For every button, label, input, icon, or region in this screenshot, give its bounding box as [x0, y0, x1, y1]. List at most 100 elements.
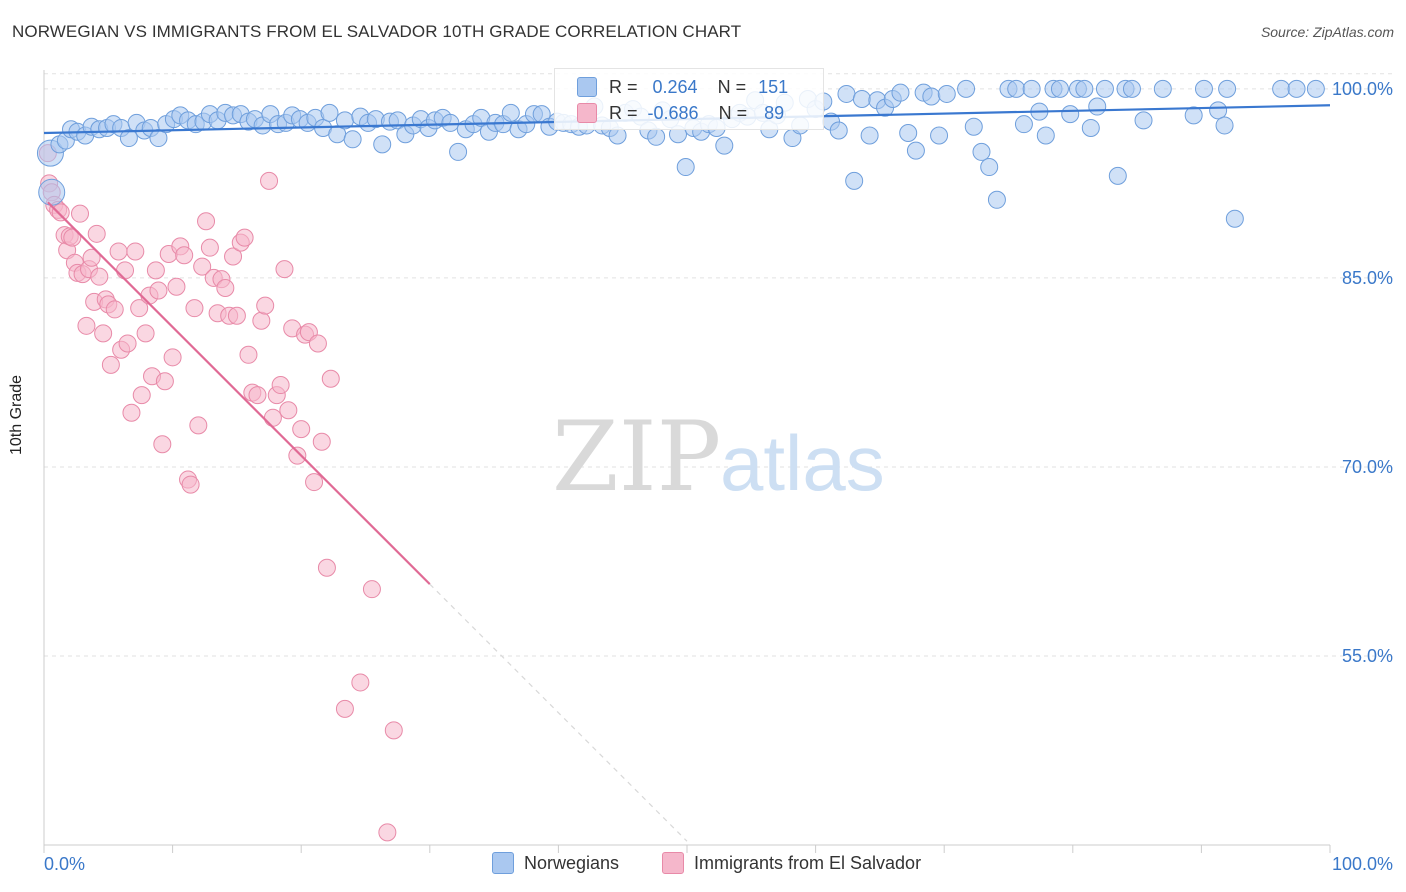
bottom-legend-el-salvador: Immigrants from El Salvador — [662, 852, 921, 874]
norwegian-point — [1218, 79, 1237, 98]
watermark-zip: ZIP — [552, 401, 721, 513]
norwegian-point — [980, 158, 999, 177]
el-salvador-point — [146, 261, 165, 280]
norwegian-point — [957, 79, 976, 98]
legend-n-value: 151 — [758, 76, 789, 97]
norwegian-point — [1184, 106, 1203, 125]
el-salvador-point — [235, 228, 254, 247]
legend-r-label: R = — [609, 76, 638, 97]
el-salvador-point — [149, 281, 168, 300]
el-salvador-point — [181, 475, 200, 494]
legend-n-label: N = — [717, 76, 747, 97]
el-salvador-trend-line — [47, 201, 431, 585]
norwegian-point — [987, 190, 1006, 209]
el-salvador-point — [362, 580, 381, 599]
el-salvador-point — [51, 203, 70, 222]
norwegian-point — [922, 87, 941, 106]
el-salvador-point — [101, 355, 120, 374]
el-salvador-point — [279, 401, 298, 420]
legend-n-value: 89 — [759, 102, 785, 123]
norwegian-point — [1272, 79, 1291, 98]
el-salvador-point — [163, 348, 182, 367]
norwegian-point — [1007, 79, 1026, 98]
y-tick-label: 85.0% — [1342, 268, 1393, 288]
norwegian-point — [852, 89, 871, 108]
norwegian-point — [343, 130, 362, 149]
el-salvador-point — [312, 432, 331, 451]
legend-r-value: -0.686 — [647, 102, 699, 123]
el-salvador-point — [118, 334, 137, 353]
el-salvador-point — [248, 386, 267, 405]
el-salvador-point — [63, 228, 82, 247]
norwegian-point — [845, 171, 864, 190]
norwegian-point — [1022, 79, 1041, 98]
el-salvador-point — [321, 369, 340, 388]
norwegian-point — [972, 142, 991, 161]
el-salvador-point — [288, 446, 307, 465]
el-salvador-point — [132, 386, 151, 405]
el-salvador-point — [155, 372, 174, 391]
el-salvador-point — [153, 435, 172, 454]
norwegian-point — [1287, 79, 1306, 98]
norwegian-point — [119, 129, 138, 148]
legend-label-norwegians: Norwegians — [524, 852, 620, 873]
norwegian-point — [441, 113, 460, 132]
el-salvador-point — [94, 324, 113, 343]
el-salvador-point — [193, 257, 212, 276]
y-tick-label: 100.0% — [1332, 79, 1393, 99]
el-salvador-point — [378, 823, 397, 842]
tick-labels: 100.0% 85.0% 70.0% 55.0% 0.0% 100.0% — [44, 79, 1393, 874]
x-tick-label: 0.0% — [44, 854, 85, 874]
grid-lines — [44, 73, 1392, 657]
el-salvador-point — [136, 324, 155, 343]
legend-swatch-blue — [577, 77, 597, 97]
norwegian-point — [899, 124, 918, 143]
el-salvador-point — [126, 242, 145, 261]
el-salvador-point — [130, 299, 149, 318]
norwegian-point — [829, 121, 848, 140]
el-salvador-point — [308, 334, 327, 353]
norwegian-point — [501, 103, 520, 122]
norwegian-point — [1306, 79, 1325, 98]
norwegian-point — [676, 158, 695, 177]
watermark-atlas: atlas — [720, 419, 885, 507]
el-salvador-point — [189, 416, 208, 435]
bottom-legend-norwegians: Norwegians — [492, 852, 619, 874]
norwegian-point — [860, 126, 879, 145]
stats-legend: R = 0.264 N = 151 R = -0.686 N = 89 — [554, 68, 824, 130]
norwegian-point — [1225, 209, 1244, 228]
norwegian-point — [964, 117, 983, 136]
y-axis-label: 10th Grade — [8, 374, 25, 455]
legend-label-el-salvador: Immigrants from El Salvador — [694, 852, 922, 873]
norwegian-point — [1075, 79, 1094, 98]
legend-n-label: N = — [718, 102, 748, 123]
el-salvador-point — [167, 277, 186, 296]
el-salvador-point — [175, 246, 194, 265]
el-salvador-point — [292, 420, 311, 439]
norwegian-point — [38, 178, 66, 206]
norwegian-point — [906, 141, 925, 160]
norwegian-point — [373, 135, 392, 154]
norwegian-point — [1153, 79, 1172, 98]
legend-swatch-pink — [662, 852, 684, 874]
el-salvador-point — [260, 171, 279, 190]
norwegian-point — [1209, 101, 1228, 120]
norwegian-point — [647, 127, 666, 146]
norwegian-point — [937, 84, 956, 103]
norwegian-point — [1036, 126, 1055, 145]
el-salvador-point — [384, 721, 403, 740]
el-salvador-point — [109, 242, 128, 261]
legend-swatch-pink — [577, 103, 597, 123]
norwegian-point — [1108, 166, 1127, 185]
el-salvador-point — [239, 345, 258, 364]
el-salvador-point — [200, 238, 219, 257]
el-salvador-point — [224, 247, 243, 266]
el-salvador-point — [71, 204, 90, 223]
legend-row-el-salvador: R = -0.686 N = 89 — [577, 101, 784, 125]
el-salvador-point — [122, 403, 141, 422]
norwegian-point — [930, 126, 949, 145]
norwegian-point — [1081, 118, 1100, 137]
el-salvador-point — [197, 212, 216, 231]
norwegian-point — [1122, 79, 1141, 98]
norwegian-point — [449, 142, 468, 161]
